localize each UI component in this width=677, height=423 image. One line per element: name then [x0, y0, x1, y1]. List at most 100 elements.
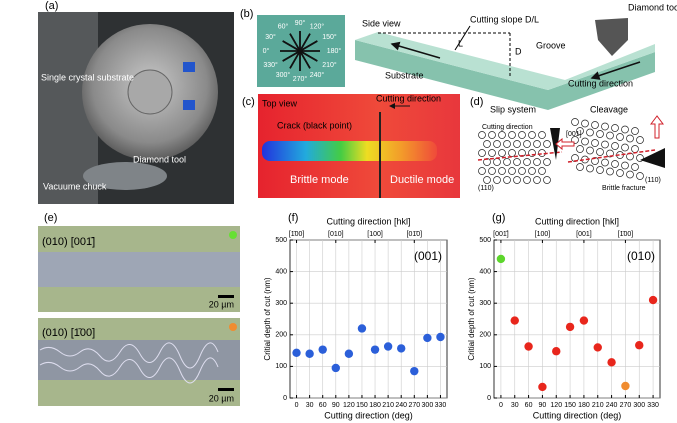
- annotation: Single crystal substrate: [41, 72, 134, 82]
- lattice-atom: [586, 128, 594, 137]
- panel-label: (d): [470, 96, 483, 108]
- lattice-atom: [636, 172, 644, 180]
- annotation: Groove: [536, 40, 566, 50]
- lattice-atom: [596, 166, 604, 174]
- pointer: [454, 25, 471, 51]
- marker-dot: [229, 323, 237, 331]
- lattice-atom: [621, 143, 629, 152]
- lattice-atom: [538, 167, 546, 175]
- lattice-atom: [611, 160, 619, 168]
- lattice-atom: [488, 131, 496, 139]
- y-tick-label: 500: [275, 237, 287, 244]
- annotation: Substrate: [385, 70, 424, 80]
- data-point: [292, 348, 301, 358]
- groove: [38, 252, 240, 287]
- diamond-tool: [595, 18, 628, 56]
- lattice-atom: [631, 127, 639, 135]
- lattice-atom: [581, 119, 589, 128]
- lattice-atom: [513, 140, 521, 148]
- lattice-atom: [586, 164, 594, 173]
- wheel-label: 300°: [276, 71, 291, 79]
- lattice-atom: [591, 121, 599, 129]
- lattice-atom: [631, 163, 639, 171]
- lattice-atom: [596, 130, 604, 138]
- x-tick-label: 120: [550, 402, 562, 409]
- data-point: [565, 322, 575, 332]
- x-tick-label: 60: [319, 402, 327, 409]
- lattice-atom: [601, 122, 609, 131]
- data-point: [344, 349, 354, 358]
- y-axis-label: Critial depth of cut (nm): [467, 277, 476, 360]
- x-tick-label: 210: [592, 402, 604, 409]
- lattice-atom: [631, 145, 639, 153]
- x-tick-label: 180: [578, 402, 590, 409]
- annotation: D: [515, 46, 522, 56]
- arrow-outline: [555, 137, 575, 151]
- lattice-atom: [498, 131, 506, 139]
- annotation: (110): [478, 185, 494, 192]
- wheel-label: 30°: [265, 33, 276, 41]
- lattice-atom: [538, 131, 546, 139]
- annotation: Side view: [362, 18, 401, 28]
- x-tick-label: 270: [408, 402, 420, 409]
- lattice-atom: [498, 167, 506, 175]
- lattice-atom: [543, 176, 551, 184]
- lattice-atom: [576, 163, 584, 171]
- lattice-atom: [518, 167, 526, 175]
- panel-label: (g): [492, 212, 505, 224]
- wheel-label: 240°: [310, 71, 325, 79]
- y-tick-label: 300: [479, 300, 491, 307]
- y-tick-label: 300: [275, 300, 287, 307]
- lattice-atom: [596, 148, 604, 156]
- annotation: Cutting slope D/L: [470, 14, 539, 24]
- x-tick-label: 150: [564, 402, 576, 409]
- x-tick-label: 0: [295, 402, 299, 409]
- x-tick-label: 240: [606, 402, 618, 409]
- x-tick-label: 0: [499, 402, 503, 409]
- lattice-atom: [533, 140, 541, 148]
- annotation: [001]: [566, 131, 582, 138]
- lattice-atom: [513, 176, 521, 184]
- lattice-atom: [636, 136, 644, 144]
- x-axis-label: Cutting direction (deg): [533, 410, 622, 420]
- lattice-atom: [576, 145, 584, 153]
- data-point: [593, 343, 602, 352]
- wheel-label: 330°: [263, 61, 278, 69]
- panel-label: (f): [288, 212, 298, 224]
- lattice-atom: [488, 167, 496, 175]
- lattice-atom: [626, 134, 634, 143]
- slip-line: [477, 151, 563, 161]
- lattice-atom: [478, 149, 486, 157]
- x2-tick-label: [1̄00]: [618, 231, 634, 238]
- spoke: [282, 40, 318, 62]
- data-point: [423, 333, 432, 343]
- lattice-atom: [528, 167, 536, 175]
- x-tick-label: 90: [332, 402, 340, 409]
- annotation: Vacuume chuck: [43, 181, 107, 191]
- x-tick-label: 300: [633, 402, 645, 409]
- panel-label: (a): [45, 0, 58, 12]
- lattice-atom: [493, 140, 501, 148]
- lattice-atom: [576, 127, 584, 135]
- x-tick-label: 330: [435, 402, 447, 409]
- x-tick-label: 180: [369, 402, 381, 409]
- x-tick-label: 270: [620, 402, 632, 409]
- x-tick-label: 240: [395, 402, 407, 409]
- x2-tick-label: [010]: [328, 231, 344, 238]
- x-tick-label: 60: [525, 402, 533, 409]
- data-point: [510, 316, 519, 325]
- y-tick-label: 0: [487, 395, 491, 402]
- data-point: [357, 324, 367, 333]
- annotation: Cutting direction: [482, 124, 533, 131]
- annotation: (110): [645, 177, 661, 184]
- scale-bar: [218, 295, 234, 298]
- lattice-atom: [616, 169, 624, 177]
- lattice-atom: [523, 158, 531, 166]
- caption: (010) [001̄]: [42, 236, 95, 248]
- lattice-atom: [518, 131, 526, 139]
- lattice-atom: [523, 176, 531, 184]
- arrow: [590, 61, 641, 80]
- y-tick-label: 200: [479, 332, 491, 339]
- annotation: Diamond tool: [628, 2, 677, 12]
- lattice-atom: [591, 139, 599, 147]
